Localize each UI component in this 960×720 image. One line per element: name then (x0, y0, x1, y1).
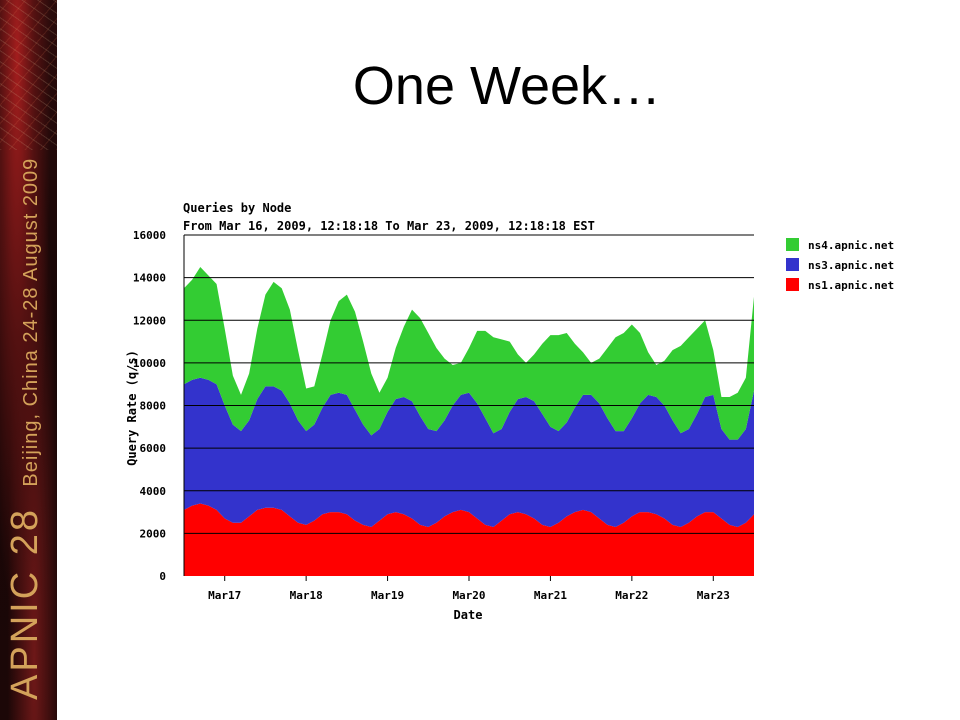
y-tick-label: 16000 (133, 229, 166, 242)
stacked-areas (184, 266, 754, 576)
y-tick-label: 10000 (133, 357, 166, 370)
slide-title: One Week… (352, 56, 662, 116)
y-tick-label: 2000 (140, 527, 167, 540)
chart-title: Queries by Node (183, 201, 291, 215)
legend-label: ns1.apnic.net (808, 279, 894, 292)
area-ns4.apnic.net (184, 266, 754, 440)
x-tick-label: Mar20 (452, 589, 485, 602)
legend-label: ns4.apnic.net (808, 239, 894, 252)
legend-label: ns3.apnic.net (808, 259, 894, 272)
x-tick-label: Mar19 (371, 589, 404, 602)
y-tick-label: 14000 (133, 272, 166, 285)
x-tick-label: Mar21 (534, 589, 567, 602)
query-rate-chart: Queries by Node From Mar 16, 2009, 12:18… (125, 201, 894, 622)
y-tick-label: 8000 (140, 400, 167, 413)
y-tick-label: 4000 (140, 485, 167, 498)
banner-event-name: APNIC 28 (4, 507, 46, 700)
y-axis-label: Query Rate (q/s) (125, 350, 139, 466)
legend-swatch (786, 278, 799, 291)
x-tick-label: Mar17 (208, 589, 241, 602)
banner-location-date: Beijing, China 24-28 August 2009 (20, 157, 42, 487)
chart-subtitle: From Mar 16, 2009, 12:18:18 To Mar 23, 2… (183, 219, 595, 233)
area-ns1.apnic.net (184, 503, 754, 576)
grid-lines (183, 234, 754, 576)
legend-swatch (786, 258, 799, 271)
area-ns3.apnic.net (184, 377, 754, 527)
banner-text: APNIC 28 Beijing, China 24-28 August 200… (4, 158, 47, 700)
legend-swatch (786, 238, 799, 251)
y-tick-label: 0 (159, 570, 166, 583)
x-axis-label: Date (454, 608, 483, 622)
y-tick-label: 6000 (140, 442, 167, 455)
x-tick-label: Mar23 (697, 589, 730, 602)
y-axis-ticks: 0 2000 4000 6000 8000 10000 12000 14000 16000 (133, 229, 166, 583)
y-tick-label: 12000 (133, 314, 166, 327)
side-banner: APNIC 28 Beijing, China 24-28 August 200… (0, 0, 57, 720)
legend: ns4.apnic.net ns3.apnic.net ns1.apnic.net (786, 238, 894, 292)
x-tick-label: Mar22 (615, 589, 648, 602)
x-axis-ticks: Mar17 Mar18 Mar19 Mar20 Mar21 Mar22 Mar23 (208, 576, 730, 602)
x-tick-label: Mar18 (290, 589, 323, 602)
